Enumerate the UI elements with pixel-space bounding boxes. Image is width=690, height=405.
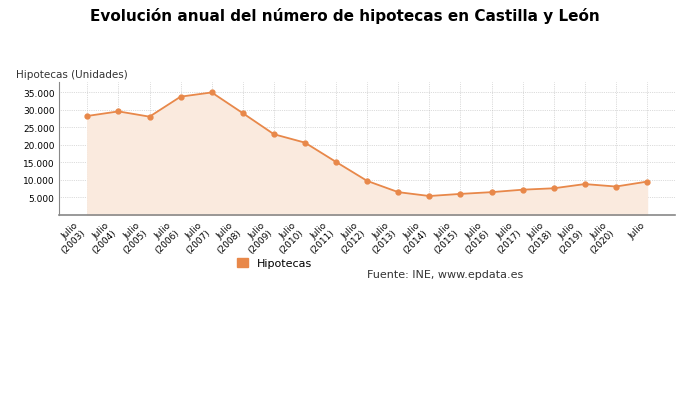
Legend: Hipotecas: Hipotecas bbox=[237, 258, 313, 269]
Text: Evolución anual del número de hipotecas en Castilla y León: Evolución anual del número de hipotecas … bbox=[90, 8, 600, 24]
Text: Fuente: INE, www.epdata.es: Fuente: INE, www.epdata.es bbox=[367, 269, 524, 279]
Text: Hipotecas (Unidades): Hipotecas (Unidades) bbox=[17, 70, 128, 80]
